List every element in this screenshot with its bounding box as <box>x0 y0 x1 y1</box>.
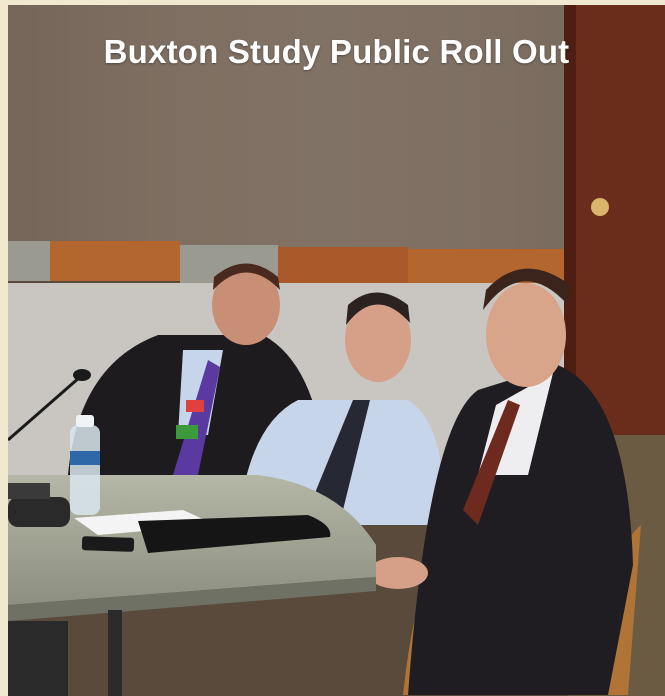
water-bottle <box>70 425 100 515</box>
person-middle-tie <box>308 400 370 510</box>
person-right-suit <box>408 365 633 695</box>
door <box>568 5 665 435</box>
trim-gray-1 <box>8 241 50 281</box>
meeting-scene <box>8 5 665 696</box>
door-frame <box>564 5 576 435</box>
trim-orange-2 <box>278 247 408 287</box>
person-right-head <box>486 283 566 387</box>
trim-orange-1 <box>50 241 180 281</box>
conference-phone <box>8 497 70 527</box>
table-leg <box>108 610 122 696</box>
folder <box>138 515 331 553</box>
person-right-tie <box>463 400 520 525</box>
person-middle-head <box>345 298 411 382</box>
wall-shade <box>8 5 665 255</box>
photo-title: Buxton Study Public Roll Out <box>103 33 570 70</box>
meeting-photo: Buxton Study Public Roll Out <box>8 5 665 696</box>
phone <box>81 536 135 552</box>
person-left-head <box>212 265 280 345</box>
microphone-icon <box>8 375 81 442</box>
door-knob-icon <box>591 198 609 216</box>
table-edge <box>8 577 376 621</box>
person-left-tie <box>173 360 220 475</box>
